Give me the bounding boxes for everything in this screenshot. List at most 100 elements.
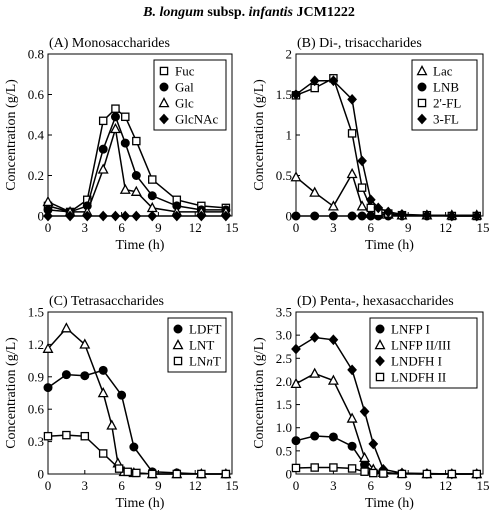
y-axis-label: Concentration (g/L) [252, 79, 267, 191]
legend-label: LNB [433, 80, 459, 95]
data-point [131, 171, 141, 180]
data-point [328, 75, 339, 87]
data-point [110, 112, 120, 122]
legend-label: LNT [189, 338, 214, 353]
data-point [111, 104, 120, 113]
data-point [97, 163, 109, 174]
data-point [82, 210, 93, 222]
data-point [291, 89, 301, 100]
legend-marker [158, 97, 170, 108]
y-tick-label: 2 [286, 47, 293, 62]
data-point [347, 464, 357, 473]
data-point [123, 467, 132, 477]
x-tick-label: 15 [477, 478, 490, 493]
data-point [357, 155, 367, 167]
y-tick-label: 1.5 [276, 87, 292, 102]
legend-marker [375, 324, 385, 334]
data-point [60, 322, 72, 333]
x-tick-label: 3 [82, 220, 89, 235]
data-point [422, 469, 432, 479]
data-point [383, 206, 394, 218]
data-point [365, 194, 376, 206]
x-axis-label: Time (h) [365, 496, 414, 511]
data-point [422, 209, 432, 221]
y-tick-label: 1.5 [28, 305, 44, 320]
data-point [310, 211, 320, 221]
y-tick-label: 0.2 [28, 168, 44, 183]
data-point [80, 431, 90, 441]
data-point [98, 116, 108, 126]
data-point [290, 377, 302, 388]
y-axis-label: Concentration (g/L) [252, 337, 267, 449]
y-tick-label: 1 [286, 128, 293, 143]
data-point [114, 464, 124, 473]
x-tick-label: 3 [330, 478, 337, 493]
x-tick-label: 15 [226, 220, 239, 235]
data-point [120, 210, 131, 222]
data-point [309, 186, 321, 197]
data-point [368, 438, 379, 450]
data-point [291, 211, 301, 221]
data-point [472, 469, 482, 479]
y-tick-label: 1.2 [28, 337, 44, 352]
data-point [220, 210, 231, 222]
data-point [147, 191, 157, 201]
data-point [147, 210, 158, 222]
data-point [148, 469, 157, 479]
data-point [131, 210, 142, 222]
legend-label: Gal [175, 80, 194, 95]
data-point [129, 442, 139, 452]
data-point [347, 364, 357, 376]
y-tick-label: 0.5 [276, 443, 292, 458]
data-point [196, 210, 207, 222]
data-point [65, 210, 75, 222]
data-point [130, 185, 142, 196]
data-point [291, 436, 301, 446]
series-line [47, 434, 226, 475]
legend-label: 2'-FL [433, 96, 461, 111]
legend-label: LNDFH I [391, 354, 442, 369]
legend-marker [417, 98, 427, 108]
data-point [347, 441, 357, 451]
y-tick-label: 1.5 [276, 397, 292, 412]
data-point [290, 171, 302, 182]
data-point [359, 406, 370, 417]
legend-label: LDFT [189, 322, 222, 337]
data-point [148, 175, 157, 184]
x-tick-label: 0 [293, 478, 300, 493]
data-point [117, 390, 127, 400]
x-tick-label: 12 [439, 478, 452, 493]
series-line [47, 114, 226, 213]
data-point [132, 468, 141, 478]
data-point [291, 463, 301, 473]
data-point [79, 338, 91, 349]
data-point [359, 451, 371, 463]
data-point [106, 419, 118, 430]
data-point [98, 449, 108, 458]
data-point [397, 209, 407, 220]
data-point [42, 195, 54, 207]
legend-marker [417, 113, 427, 125]
legend-label: Fuc [175, 64, 195, 79]
y-tick-label: 0.9 [28, 369, 44, 384]
data-point [43, 210, 53, 222]
data-point [346, 167, 358, 179]
data-point [80, 371, 90, 381]
legend-marker [173, 356, 183, 366]
x-tick-label: 15 [226, 478, 239, 493]
figure-title: B. longum subsp. infantis JCM1222 [142, 5, 355, 20]
data-point [309, 332, 320, 343]
data-point [310, 463, 319, 472]
x-tick-label: 0 [293, 220, 300, 235]
legend-label: Glc [175, 96, 194, 111]
legend-marker [416, 65, 428, 76]
legend-label: LNFP II/III [391, 338, 451, 353]
x-tick-label: 3 [82, 478, 89, 493]
data-point [98, 144, 108, 154]
data-point [62, 430, 71, 440]
panel-b: (B) Di-, trisaccharides 0 0.5 1 1.5 2 0 3 6 9 12 15… [252, 36, 490, 253]
data-point [327, 200, 339, 211]
legend-label: LNFP I [391, 322, 430, 337]
legend-marker [172, 339, 184, 350]
